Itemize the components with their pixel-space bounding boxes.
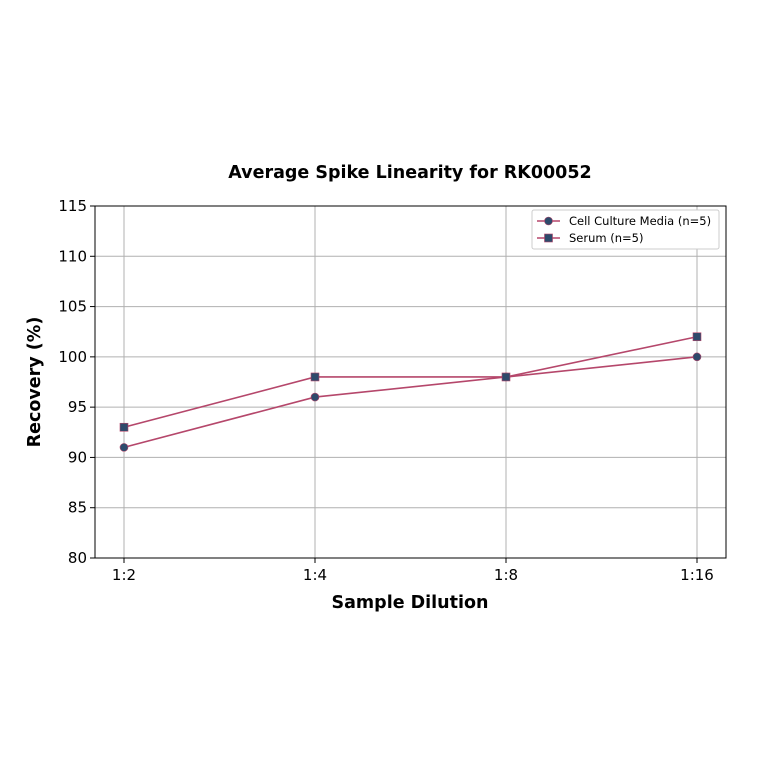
series-line — [123, 335, 698, 429]
grid-lines — [95, 205, 726, 559]
square-marker — [692, 332, 702, 342]
chart-title: Average Spike Linearity for RK00052 — [228, 163, 591, 183]
y-tick-label: 105 — [58, 298, 87, 316]
series-serum — [119, 332, 702, 432]
circle-marker — [692, 352, 702, 362]
y-tick-label: 90 — [68, 448, 87, 466]
circle-marker — [119, 443, 129, 452]
y-tick-label: 80 — [68, 549, 87, 567]
x-axis-ticks: 1:2 1:4 1:8 1:16 — [112, 558, 714, 584]
y-tick-label: 100 — [58, 348, 87, 366]
legend-box — [531, 209, 720, 250]
legend: Cell Culture Media (n=5) Serum (n=5) — [531, 209, 720, 250]
y-axis-label: Recovery (%) — [25, 317, 45, 448]
data-series — [119, 332, 702, 452]
series-cell-culture-media — [119, 352, 702, 452]
y-tick-label: 85 — [68, 499, 87, 517]
y-tick-label: 115 — [58, 197, 87, 215]
legend-circle-marker-icon — [544, 216, 553, 226]
x-tick-label: 1:2 — [112, 566, 136, 584]
legend-item: Cell Culture Media (n=5) — [537, 214, 711, 228]
legend-square-marker-icon — [544, 233, 553, 243]
legend-item: Serum (n=5) — [537, 231, 643, 245]
plot-area-frame — [94, 205, 727, 559]
x-tick-label: 1:16 — [680, 566, 714, 584]
y-tick-label: 95 — [68, 398, 87, 416]
square-marker — [501, 372, 511, 382]
legend-label: Cell Culture Media (n=5) — [569, 214, 711, 228]
square-marker — [119, 422, 129, 432]
y-tick-label: 110 — [58, 247, 87, 265]
legend-label: Serum (n=5) — [569, 231, 643, 245]
y-axis-ticks: 80 85 90 95 100 105 110 115 — [58, 197, 95, 567]
series-line — [123, 356, 698, 449]
circle-marker — [310, 392, 320, 402]
square-marker — [310, 372, 320, 382]
x-tick-label: 1:4 — [303, 566, 327, 584]
x-tick-label: 1:8 — [494, 566, 518, 584]
x-axis-label: Sample Dilution — [332, 593, 489, 613]
